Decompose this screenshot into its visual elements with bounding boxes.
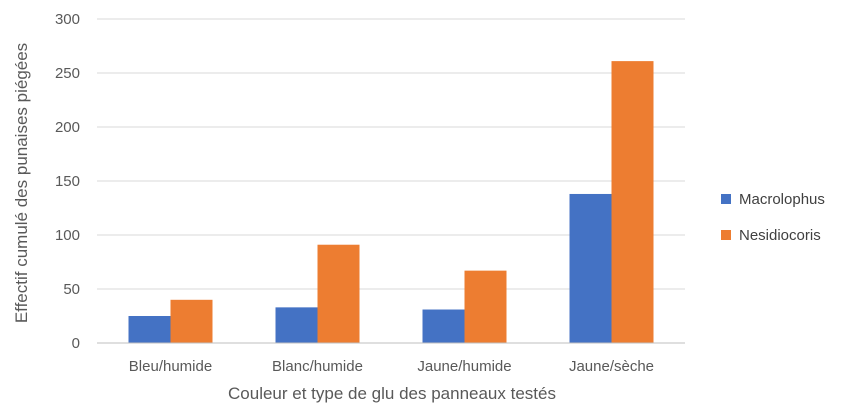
- legend-swatch-nesidiocoris: [721, 230, 731, 240]
- y-tick-label: 0: [72, 335, 80, 352]
- legend-label-macrolophus: Macrolophus: [739, 191, 825, 208]
- bars: [128, 61, 654, 344]
- x-axis-title: Couleur et type de glu des panneaux test…: [228, 384, 556, 403]
- y-tick-label: 300: [55, 11, 80, 28]
- y-axis-title: Effectif cumulé des punaises piégées: [12, 43, 31, 323]
- bar-nesidiocoris-3: [464, 270, 507, 343]
- bar-nesidiocoris-1: [170, 299, 213, 343]
- legend-swatch-macrolophus: [721, 194, 731, 204]
- x-tick-label: Jaune/sèche: [569, 358, 654, 375]
- x-tick-label: Blanc/humide: [272, 358, 363, 375]
- y-axis-ticks: 0 50 100 150 200 250 300: [55, 11, 80, 352]
- legend: Macrolophus Nesidiocoris: [721, 191, 825, 244]
- x-tick-label: Bleu/humide: [129, 358, 212, 375]
- y-tick-label: 150: [55, 173, 80, 190]
- bar-macrolophus-1: [128, 316, 171, 343]
- bar-macrolophus-2: [275, 307, 318, 343]
- y-tick-label: 200: [55, 119, 80, 136]
- y-tick-label: 50: [63, 281, 80, 298]
- bar-nesidiocoris-2: [317, 244, 360, 343]
- legend-label-nesidiocoris: Nesidiocoris: [739, 227, 821, 244]
- x-tick-label: Jaune/humide: [417, 358, 511, 375]
- bar-macrolophus-3: [422, 309, 465, 343]
- bar-macrolophus-4: [569, 193, 612, 343]
- y-tick-label: 250: [55, 65, 80, 82]
- x-axis-ticks: Bleu/humide Blanc/humide Jaune/humide Jaune…: [129, 358, 654, 375]
- bar-nesidiocoris-4: [611, 61, 654, 344]
- y-tick-label: 100: [55, 227, 80, 244]
